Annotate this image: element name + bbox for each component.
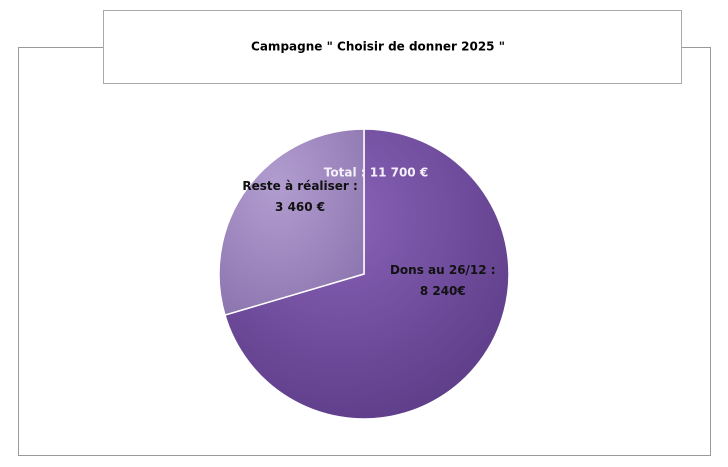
total-label: Total : 11 700 € [324, 166, 428, 180]
slice-category: Reste à réaliser : [242, 179, 357, 193]
slice-value: 3 460 € [275, 200, 325, 214]
slice-category: Dons au 26/12 : [390, 263, 496, 277]
pie [218, 128, 510, 420]
chart-title: Campagne " Choisir de donner 2025 " [251, 40, 505, 54]
pie-slice [218, 128, 365, 317]
pie-slice [224, 128, 510, 420]
title-box [103, 10, 682, 84]
slice-value: 8 240€ [420, 284, 466, 298]
